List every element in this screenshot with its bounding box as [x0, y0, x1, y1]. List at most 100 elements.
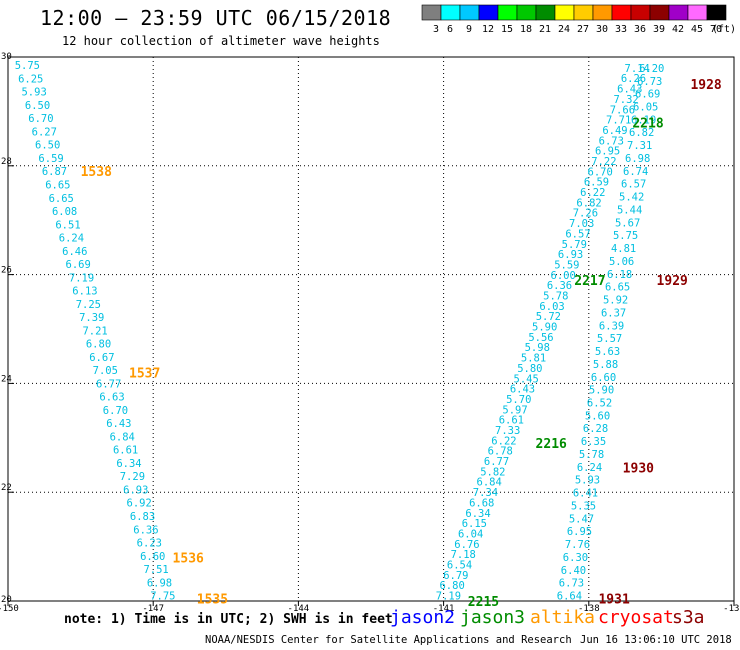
wave-height-point: 6.77 — [96, 378, 121, 390]
wave-height-point: 6.30 — [563, 552, 588, 564]
wave-height-point: 5.59 — [554, 259, 579, 271]
wave-height-point: 6.77 — [484, 456, 509, 468]
wave-height-point: 6.65 — [49, 193, 74, 205]
scale-label: 70 — [710, 24, 722, 35]
wave-height-point: 6.69 — [66, 259, 91, 271]
scale-label: 3 — [433, 24, 439, 35]
wave-height-point: 6.40 — [561, 565, 586, 577]
wave-height-point: 5.67 — [615, 217, 640, 229]
wave-height-point: 7.39 — [79, 312, 104, 324]
wave-height-point: 6.20 — [639, 63, 664, 75]
pass-time-label: 1537 — [129, 367, 160, 382]
wave-height-point: 7.76 — [565, 539, 590, 551]
wave-height-point: 6.26 — [621, 73, 646, 85]
legend-s3a: s3a — [672, 607, 705, 628]
wave-height-point: 7.31 — [627, 140, 652, 152]
pass-time-label: 1536 — [173, 551, 204, 566]
wave-height-point: 6.28 — [583, 423, 608, 435]
wave-height-point: 7.22 — [591, 156, 616, 168]
wave-height-point: 6.43 — [617, 84, 642, 96]
wave-height-point: 7.05 — [93, 365, 118, 377]
scale-label: 30 — [596, 24, 608, 35]
wave-height-point: 6.52 — [587, 398, 612, 410]
wave-height-point: 6.34 — [116, 458, 141, 470]
y-tick-label: 30 — [1, 52, 12, 62]
wave-height-point: 6.59 — [38, 153, 63, 165]
wave-height-point: 5.63 — [595, 346, 620, 358]
wave-height-point: 7.19 — [69, 272, 94, 284]
wave-height-point: 5.90 — [589, 385, 614, 397]
y-tick-label: 20 — [1, 595, 12, 605]
wave-height-point: 6.78 — [488, 446, 513, 458]
wave-height-point: 5.88 — [593, 359, 618, 371]
wave-height-point: 6.70 — [28, 113, 53, 125]
wave-height-point: 6.61 — [113, 445, 138, 457]
wave-height-point: 6.68 — [469, 497, 494, 509]
wave-height-point: 7.25 — [76, 299, 101, 311]
wave-height-point: 6.63 — [99, 392, 124, 404]
wave-height-point: 6.37 — [601, 307, 626, 319]
pass-time-label: 1538 — [81, 165, 112, 180]
wave-height-point: 6.92 — [127, 498, 152, 510]
scale-label: 15 — [501, 24, 513, 35]
x-tick-label: -144 — [288, 604, 310, 614]
wave-height-point: 6.61 — [499, 415, 524, 427]
scale-label: 6 — [447, 24, 453, 35]
wave-height-point: 7.18 — [451, 549, 476, 561]
wave-height-point: 6.24 — [59, 233, 84, 245]
wave-height-point: 7.33 — [495, 425, 520, 437]
wave-height-point: 5.75 — [613, 230, 638, 242]
x-tick-label: -141 — [433, 604, 455, 614]
chart-subtitle: 12 hour collection of altimeter wave hei… — [62, 34, 380, 48]
scale-label: 21 — [539, 24, 551, 35]
wave-height-point: 4.81 — [611, 243, 636, 255]
wave-height-point: 5.42 — [619, 192, 644, 204]
y-tick-label: 28 — [1, 157, 12, 167]
wave-height-point: 6.41 — [573, 488, 598, 500]
wave-height-point: 5.93 — [575, 475, 600, 487]
x-tick-label: -138 — [578, 604, 600, 614]
wave-height-point: 5.81 — [521, 353, 546, 365]
wave-height-point: 5.06 — [609, 256, 634, 268]
wave-height-point: 6.67 — [89, 352, 114, 364]
wave-height-point: 6.54 — [447, 560, 472, 572]
wave-height-point: 6.35 — [581, 436, 606, 448]
scale-label: 18 — [520, 24, 532, 35]
wave-height-point: 6.34 — [465, 508, 490, 520]
wave-height-point: 6.43 — [106, 418, 131, 430]
wave-height-point: 5.92 — [603, 295, 628, 307]
wave-height-point: 6.74 — [623, 166, 648, 178]
scale-label: 9 — [466, 24, 472, 35]
wave-height-point: 5.79 — [562, 239, 587, 251]
wave-height-point: 5.82 — [480, 466, 505, 478]
wave-height-point: 6.19 — [631, 114, 656, 126]
wave-height-point: 7.34 — [473, 487, 498, 499]
wave-height-point: 5.60 — [585, 410, 610, 422]
wave-height-point: 6.25 — [18, 73, 43, 85]
scale-label: 24 — [558, 24, 570, 35]
x-tick-label: -150 — [0, 604, 19, 614]
wave-height-point: 6.84 — [110, 431, 135, 443]
wave-height-point: 6.49 — [602, 125, 627, 137]
x-tick-label: -135 — [723, 604, 740, 614]
wave-height-point: 6.69 — [635, 89, 660, 101]
wave-height-point: 7.71 — [606, 115, 631, 127]
scale-label: 42 — [672, 24, 684, 35]
wave-height-point: 6.64 — [557, 591, 582, 603]
wave-height-point: 6.50 — [35, 140, 60, 152]
wave-height-point: 6.76 — [454, 539, 479, 551]
pass-time-label: 2215 — [468, 595, 499, 610]
wave-height-point: 5.75 — [15, 60, 40, 72]
scale-label: 45 — [691, 24, 703, 35]
y-tick-label: 26 — [1, 266, 12, 276]
wave-height-point: 6.05 — [633, 101, 658, 113]
scale-label: 33 — [615, 24, 627, 35]
wave-height-point: 6.60 — [591, 372, 616, 384]
wave-height-point: 6.50 — [25, 100, 50, 112]
wave-height-point: 6.00 — [551, 270, 576, 282]
color-scale-bar: 3 6 9 12 15 18 21 24 27 30 33 36 39 42 45 70(ft) — [421, 4, 736, 35]
wave-height-point: 6.93 — [558, 249, 583, 261]
wave-height-point: 6.23 — [137, 538, 162, 550]
wave-height-point: 5.35 — [571, 500, 596, 512]
scale-label: 27 — [577, 24, 589, 35]
